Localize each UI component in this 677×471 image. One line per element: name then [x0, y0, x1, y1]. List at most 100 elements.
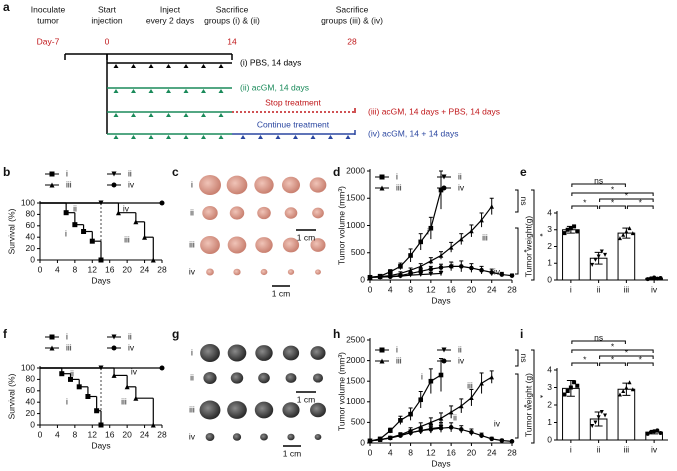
tumor-photo: [284, 207, 298, 219]
x-tick-label: iii: [624, 284, 630, 294]
marker: [489, 204, 495, 209]
marker: [94, 408, 100, 414]
injection-marker: [131, 135, 136, 139]
marker: [599, 249, 604, 254]
marker: [599, 410, 604, 414]
annotation: ii: [453, 412, 457, 422]
significance-bracket: [571, 205, 599, 209]
x-tick-label: 12: [88, 429, 98, 439]
x-tick-label: i: [570, 284, 572, 294]
tumor-photo: [199, 400, 221, 420]
y-tick-label: 20: [26, 408, 36, 418]
bar: [562, 229, 580, 281]
marker: [603, 252, 608, 257]
marker: [438, 265, 444, 270]
legend-label: i: [396, 171, 398, 181]
y-tick-label: 1000: [346, 396, 365, 406]
y-tick-label: 0: [30, 419, 35, 429]
x-tick-label: iv: [651, 284, 658, 294]
marker: [428, 258, 434, 264]
annotation: iv: [131, 366, 138, 376]
x-tick-label: 20: [467, 284, 477, 294]
marker: [499, 272, 505, 277]
annotation: iv: [494, 418, 501, 428]
scale-bar-label: 1 cm: [297, 232, 315, 242]
legend-label: ii: [128, 331, 132, 341]
tumor-photo: [233, 268, 241, 276]
tumor-photo: [310, 402, 326, 418]
legend-label: i: [66, 331, 68, 341]
marker: [387, 428, 393, 433]
tumor-photo: [310, 238, 326, 252]
marker: [469, 265, 474, 271]
x-tick-label: 8: [408, 284, 413, 294]
milestone-label: Sacrifice: [336, 4, 369, 14]
marker: [438, 415, 444, 421]
significance-label: *: [583, 197, 587, 207]
y-tick-label: 0: [360, 274, 365, 284]
marker: [367, 274, 373, 280]
x-tick-label: 20: [122, 429, 132, 439]
marker: [398, 273, 403, 278]
significance-label: *: [519, 404, 529, 408]
marker: [562, 231, 567, 236]
marker: [72, 222, 78, 228]
marker: [509, 273, 515, 278]
marker: [98, 257, 104, 263]
y-tick-label: 80: [26, 209, 36, 219]
x-tick-label: 24: [140, 429, 150, 439]
x-tick-label: i: [570, 444, 572, 454]
significance-label: *: [583, 354, 587, 364]
tumor-photo: [254, 401, 274, 419]
marker: [418, 239, 424, 245]
y-tick-label: 3: [547, 224, 552, 234]
marker: [479, 380, 484, 386]
marker: [441, 174, 447, 180]
marker: [655, 276, 660, 281]
tumor-photo: [287, 269, 295, 275]
y-axis-label: Tumor volume (mm³): [336, 352, 346, 431]
marker: [562, 392, 567, 397]
injection-marker: [201, 89, 206, 93]
annotation: i: [65, 228, 67, 238]
annotation: iii: [121, 396, 127, 406]
marker: [68, 376, 73, 382]
marker: [624, 229, 629, 234]
tumor-photo: [206, 268, 214, 276]
marker: [367, 438, 373, 444]
marker: [81, 229, 87, 234]
tumor-photo: [281, 176, 301, 194]
significance-label: *: [519, 249, 529, 253]
significance-label: ns: [594, 175, 603, 185]
x-tick-label: 0: [38, 264, 43, 274]
x-tick-label: 4: [388, 284, 393, 294]
marker: [438, 425, 444, 431]
panel-label: c: [172, 165, 179, 179]
x-tick-label: 16: [446, 447, 456, 457]
x-axis-label: Days: [431, 458, 450, 468]
marker: [590, 262, 595, 267]
marker: [568, 385, 573, 390]
marker: [489, 270, 495, 275]
marker: [418, 272, 424, 277]
annotation: iii: [467, 380, 473, 390]
marker: [111, 171, 117, 177]
significance-bracket: [571, 362, 599, 366]
milestone-label: groups (i) & (ii): [204, 15, 260, 25]
x-tick-label: 12: [426, 447, 436, 457]
significance-bracket: [515, 189, 519, 213]
milestone-label: groups (iii) & (iv): [321, 15, 383, 25]
marker: [568, 226, 573, 231]
marker: [111, 372, 117, 378]
tumor-photo: [229, 206, 245, 220]
tumor-photo: [314, 433, 322, 441]
x-tick-label: 0: [368, 447, 373, 457]
x-tick-label: iv: [651, 444, 658, 454]
y-tick-label: 2: [547, 241, 552, 251]
marker: [630, 231, 635, 236]
tumor-photo: [254, 176, 274, 194]
y-tick-label: 2500: [346, 334, 365, 344]
photo-group-label: iii: [189, 239, 195, 249]
legend-label: iii: [66, 179, 72, 189]
marker: [627, 380, 632, 385]
